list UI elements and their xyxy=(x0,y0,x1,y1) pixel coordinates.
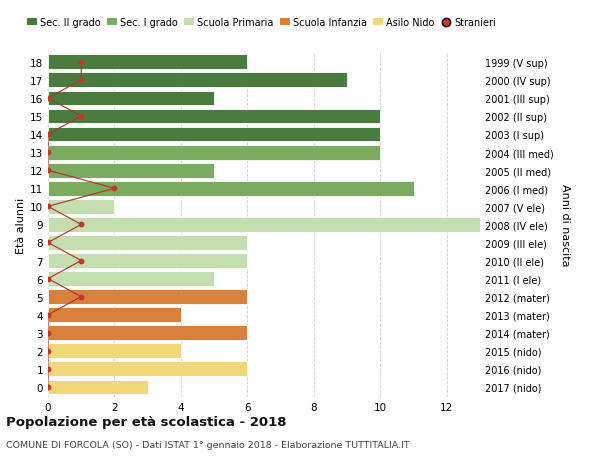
Bar xyxy=(48,308,181,322)
Bar xyxy=(48,218,480,232)
Point xyxy=(43,131,53,139)
Point xyxy=(76,77,86,84)
Bar xyxy=(48,253,247,269)
Bar xyxy=(48,326,247,341)
Y-axis label: Anni di nascita: Anni di nascita xyxy=(560,184,570,266)
Bar xyxy=(48,235,247,250)
Y-axis label: Età alunni: Età alunni xyxy=(16,197,26,253)
Bar xyxy=(48,344,181,358)
Bar xyxy=(48,200,115,214)
Text: Popolazione per età scolastica - 2018: Popolazione per età scolastica - 2018 xyxy=(6,415,287,428)
Point xyxy=(43,347,53,355)
Point xyxy=(76,59,86,67)
Bar xyxy=(48,362,247,376)
Point xyxy=(43,167,53,174)
Bar xyxy=(48,380,148,395)
Point xyxy=(76,113,86,120)
Point xyxy=(43,365,53,373)
Bar xyxy=(48,272,214,286)
Point xyxy=(43,330,53,337)
Legend: Sec. II grado, Sec. I grado, Scuola Primaria, Scuola Infanzia, Asilo Nido, Stran: Sec. II grado, Sec. I grado, Scuola Prim… xyxy=(27,18,496,28)
Bar xyxy=(48,128,380,142)
Point xyxy=(76,221,86,229)
Bar xyxy=(48,290,247,304)
Point xyxy=(43,149,53,157)
Bar xyxy=(48,55,247,70)
Point xyxy=(43,239,53,246)
Point xyxy=(43,95,53,102)
Point xyxy=(110,185,119,192)
Bar xyxy=(48,73,347,88)
Point xyxy=(43,311,53,319)
Bar xyxy=(48,109,380,124)
Point xyxy=(43,383,53,391)
Bar xyxy=(48,146,380,160)
Text: COMUNE DI FORCOLA (SO) - Dati ISTAT 1° gennaio 2018 - Elaborazione TUTTITALIA.IT: COMUNE DI FORCOLA (SO) - Dati ISTAT 1° g… xyxy=(6,440,410,449)
Bar xyxy=(48,163,214,178)
Point xyxy=(76,293,86,301)
Bar xyxy=(48,181,413,196)
Point xyxy=(43,203,53,211)
Point xyxy=(76,257,86,265)
Point xyxy=(43,275,53,283)
Bar xyxy=(48,91,214,106)
